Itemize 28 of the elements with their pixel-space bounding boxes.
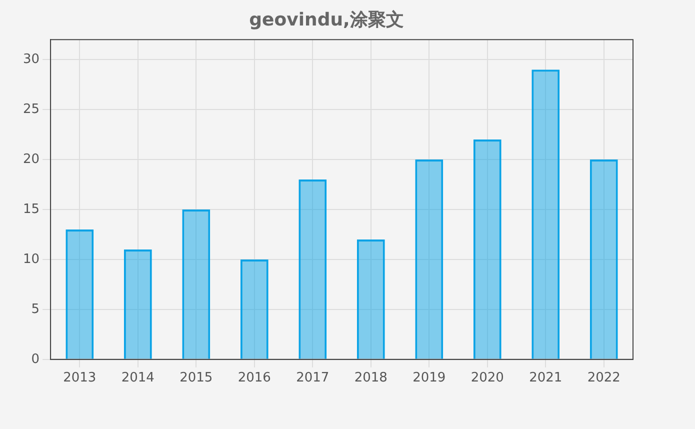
y-tick-label: 25 <box>22 102 40 117</box>
bar <box>356 239 385 359</box>
bar <box>124 249 152 359</box>
y-tick-label: 10 <box>22 252 40 267</box>
x-tick-label: 2018 <box>354 370 388 386</box>
y-tick-label: 20 <box>22 152 40 167</box>
x-tick-label: 2016 <box>238 370 271 386</box>
bar <box>532 70 560 359</box>
x-tick-label: 2022 <box>587 370 620 386</box>
bar <box>66 229 94 359</box>
y-tick-label: 0 <box>31 352 40 367</box>
x-tick-label: 2015 <box>180 370 213 386</box>
bar <box>240 259 268 359</box>
x-tick-label: 2021 <box>529 370 562 386</box>
x-tick-label: 2014 <box>121 370 154 386</box>
bar <box>590 160 618 359</box>
bar <box>182 209 210 359</box>
y-tick-label: 15 <box>22 202 40 217</box>
x-tick-label: 2013 <box>63 370 96 386</box>
bar <box>298 180 327 359</box>
x-tick-label: 2020 <box>470 370 504 386</box>
y-tick-label: 30 <box>22 52 40 67</box>
bar <box>473 140 502 359</box>
chart-title: geovindu,涂聚文 <box>249 9 404 30</box>
x-tick-label: 2017 <box>296 370 330 386</box>
y-tick-label: 5 <box>31 302 40 317</box>
bar <box>415 160 444 359</box>
x-tick-label: 2019 <box>412 370 446 386</box>
